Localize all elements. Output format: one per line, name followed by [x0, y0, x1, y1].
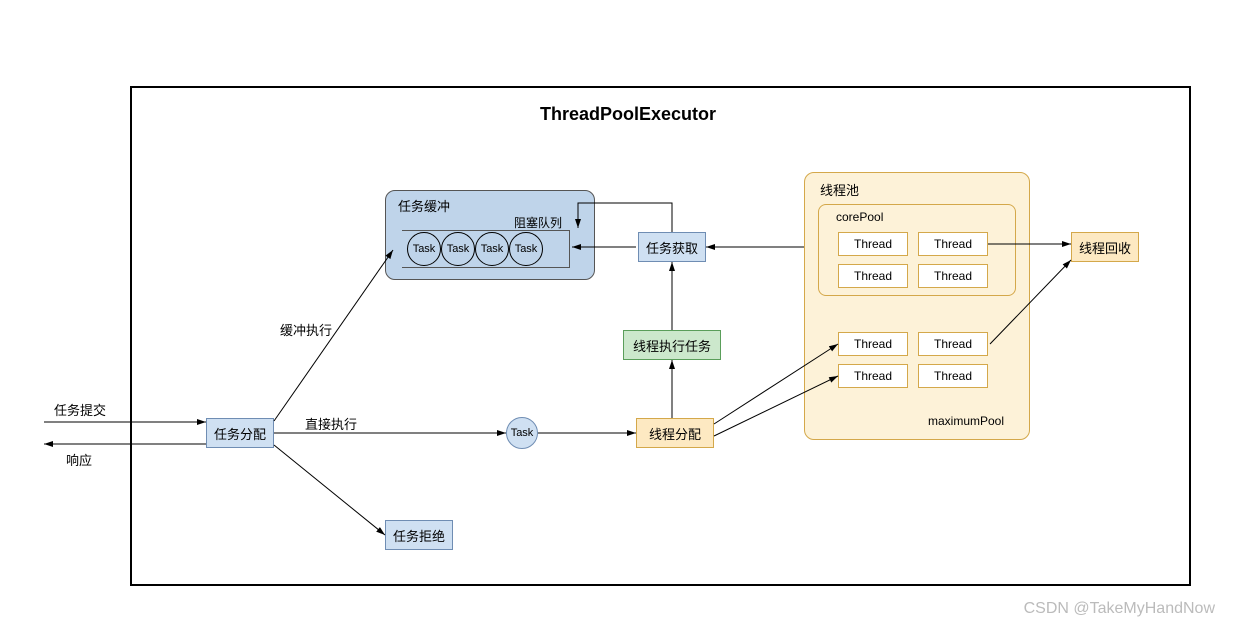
max-thread-4: Thread [918, 364, 988, 388]
queue-task-1: Task [407, 232, 441, 266]
queue-task-3: Task [475, 232, 509, 266]
thread-pool-label: 线程池 [820, 180, 859, 199]
task-buffer-label: 任务缓冲 [398, 196, 450, 215]
task-reject-box: 任务拒绝 [385, 520, 453, 550]
response-label: 响应 [66, 450, 92, 469]
core-thread-3: Thread [838, 264, 908, 288]
queue-task-2: Task [441, 232, 475, 266]
core-pool-label: corePool [836, 210, 883, 224]
queue-task-4: Task [509, 232, 543, 266]
watermark: CSDN @TakeMyHandNow [1024, 600, 1215, 618]
thread-dispatch-box: 线程分配 [636, 418, 714, 448]
task-fetch-box: 任务获取 [638, 232, 706, 262]
max-thread-1: Thread [838, 332, 908, 356]
task-submit-label: 任务提交 [54, 400, 106, 419]
core-thread-4: Thread [918, 264, 988, 288]
maximum-pool-label: maximumPool [928, 414, 1004, 428]
core-thread-2: Thread [918, 232, 988, 256]
single-task-circle: Task [506, 417, 538, 449]
max-thread-2: Thread [918, 332, 988, 356]
diagram-title: ThreadPoolExecutor [540, 104, 716, 125]
thread-recycle-box: 线程回收 [1071, 232, 1139, 262]
max-thread-3: Thread [838, 364, 908, 388]
task-dispatch-box: 任务分配 [206, 418, 274, 448]
direct-exec-label: 直接执行 [305, 414, 357, 433]
buffer-exec-label: 缓冲执行 [280, 320, 332, 339]
thread-exec-box: 线程执行任务 [623, 330, 721, 360]
core-thread-1: Thread [838, 232, 908, 256]
block-queue-label: 阻塞队列 [514, 214, 562, 231]
